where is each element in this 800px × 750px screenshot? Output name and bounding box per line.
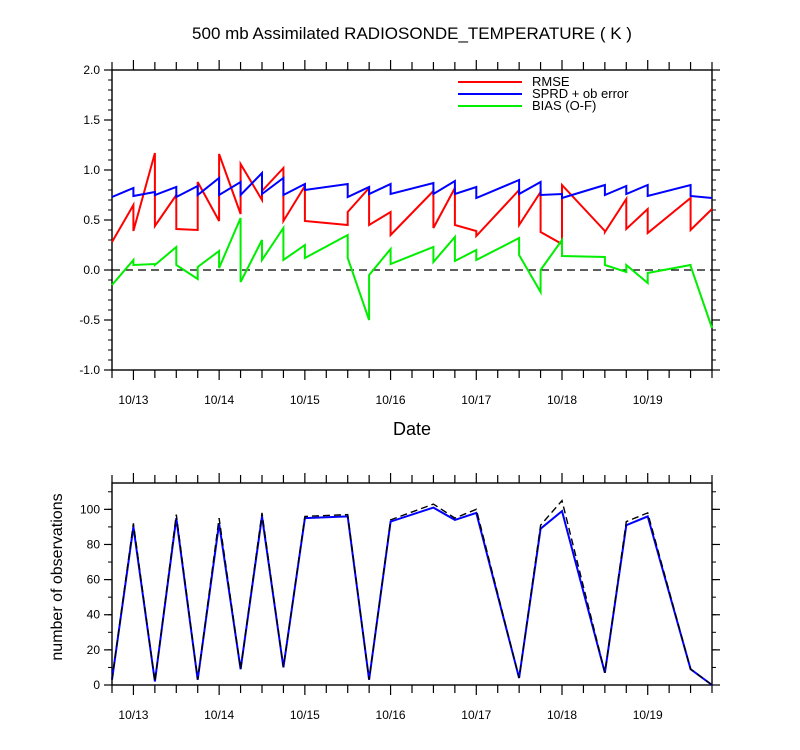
y-tick-label: 40 bbox=[87, 608, 101, 622]
y-tick-label: 60 bbox=[87, 573, 101, 587]
y-tick-label: -0.5 bbox=[79, 313, 100, 327]
x-tick-label: 10/19 bbox=[633, 393, 663, 407]
y-tick-label: 2.0 bbox=[83, 63, 100, 77]
x-tick-label: 10/16 bbox=[376, 393, 406, 407]
top-chart: -1.0 -0.5 0.0 0.5 1.0 1.5 2.0 10/13 10/14 10/15 10… bbox=[79, 60, 720, 407]
series-line-sprd-ob-error bbox=[111, 170, 713, 200]
legend-label: BIAS (O-F) bbox=[532, 98, 596, 113]
legend-label: SPRD + ob error bbox=[532, 86, 629, 101]
y-tick-label: 100 bbox=[80, 502, 100, 516]
x-tick-label: 10/18 bbox=[547, 708, 577, 722]
series-line-observations-possible bbox=[111, 499, 713, 686]
x-tick-label: 10/15 bbox=[290, 393, 320, 407]
x-tick-label: 10/17 bbox=[461, 393, 491, 407]
x-tick-label: 10/17 bbox=[461, 708, 491, 722]
y-tick-label: 0 bbox=[93, 678, 100, 692]
x-tick-label: 10/13 bbox=[118, 393, 148, 407]
top-chart-title: 500 mb Assimilated RADIOSONDE_TEMPERATUR… bbox=[192, 24, 632, 43]
bottom-chart: 0 20 40 60 80 100 10/13 10/14 10/15 10/16 10/17 10/… bbox=[80, 473, 720, 722]
y-tick-label: 1.5 bbox=[83, 113, 100, 127]
y-tick-label: 0.5 bbox=[83, 213, 100, 227]
x-tick-label: 10/14 bbox=[204, 393, 234, 407]
series-line-observations-used bbox=[111, 506, 713, 686]
top-chart-x-axis-label: Date bbox=[393, 419, 431, 439]
x-tick-label: 10/19 bbox=[633, 708, 663, 722]
x-tick-label: 10/15 bbox=[290, 708, 320, 722]
series-line-rmse bbox=[111, 152, 713, 246]
x-tick-label: 10/14 bbox=[204, 708, 234, 722]
y-tick-label: 20 bbox=[87, 643, 101, 657]
x-tick-label: 10/16 bbox=[376, 708, 406, 722]
bottom-chart-y-axis-label: number of observations bbox=[49, 493, 66, 660]
x-tick-label: 10/18 bbox=[547, 393, 577, 407]
y-tick-label: 80 bbox=[87, 537, 101, 551]
legend-label: RMSE bbox=[532, 74, 570, 89]
series-line-bias-o-f bbox=[111, 217, 713, 329]
y-tick-label: -1.0 bbox=[79, 363, 100, 377]
y-tick-label: 1.0 bbox=[83, 163, 100, 177]
x-tick-label: 10/13 bbox=[118, 708, 148, 722]
y-tick-label: 0.0 bbox=[83, 263, 100, 277]
plot-frame bbox=[111, 69, 713, 371]
